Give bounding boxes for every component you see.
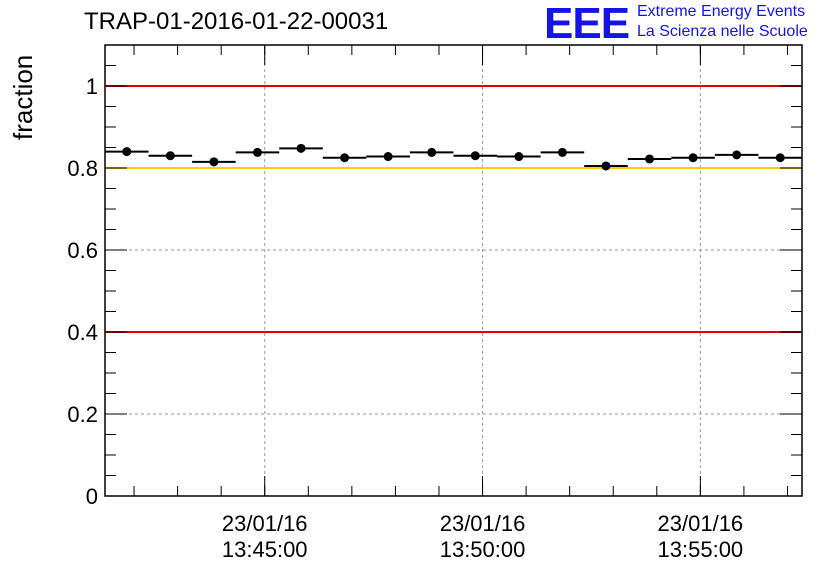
y-tick-label: 0.6	[67, 238, 98, 263]
data-point	[775, 153, 785, 163]
data-point	[601, 161, 611, 171]
data-point	[470, 151, 480, 161]
x-tick-label-date: 23/01/16	[658, 511, 744, 536]
x-tick-label-date: 23/01/16	[440, 511, 526, 536]
y-tick-label: 0.4	[67, 320, 98, 345]
data-point	[165, 151, 175, 161]
x-tick-label-time: 13:55:00	[658, 537, 744, 562]
eee-logo: EEE	[544, 0, 630, 48]
data-point	[252, 147, 262, 157]
x-tick-label-time: 13:45:00	[222, 537, 308, 562]
data-point	[732, 150, 742, 160]
data-point	[340, 153, 350, 163]
data-point	[645, 154, 655, 164]
data-point	[688, 153, 698, 163]
logo-text-line2: La Scienza nelle Scuole	[637, 23, 808, 40]
y-axis-label: fraction	[8, 55, 38, 140]
y-tick-label: 0	[86, 484, 98, 509]
axis-layer: 00.20.40.60.8123/01/1613:45:0023/01/1613…	[67, 44, 803, 562]
x-tick-label-date: 23/01/16	[222, 511, 308, 536]
data-layer	[105, 143, 802, 171]
data-point	[296, 143, 306, 153]
reference-lines	[105, 85, 802, 333]
grid-layer	[105, 45, 802, 496]
data-point	[514, 152, 524, 162]
plot-frame	[104, 44, 803, 497]
logo-text-line1: Extreme Energy Events	[637, 3, 806, 20]
data-point	[383, 152, 393, 162]
y-tick-label: 0.2	[67, 402, 98, 427]
y-tick-label: 0.8	[67, 156, 98, 181]
chart-title: TRAP-01-2016-01-22-00031	[84, 8, 389, 35]
x-tick-label-time: 13:50:00	[440, 537, 526, 562]
y-tick-label: 1	[86, 74, 98, 99]
data-point	[557, 147, 567, 157]
data-point	[122, 147, 132, 157]
data-point	[209, 157, 219, 167]
data-point	[427, 147, 437, 157]
